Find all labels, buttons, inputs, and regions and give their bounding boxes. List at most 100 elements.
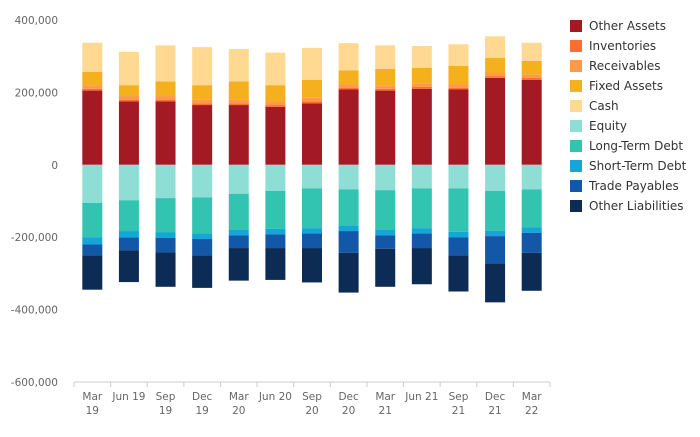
bar-segment <box>155 81 176 97</box>
bar-segment <box>338 225 359 232</box>
legend-label: Trade Payables <box>589 179 679 193</box>
bar-segment <box>82 255 103 290</box>
legend-label: Fixed Assets <box>589 79 663 93</box>
bar-segment <box>265 85 286 102</box>
bar-segment <box>192 47 213 86</box>
bar-segment <box>265 190 286 229</box>
bar-segment <box>448 84 469 88</box>
bar-segment <box>521 232 542 253</box>
bar-segment <box>302 233 322 249</box>
bar-segment <box>228 193 249 230</box>
legend-swatch <box>570 180 582 192</box>
bar-segment <box>521 74 542 78</box>
bar-segment <box>118 85 139 97</box>
bar-segment <box>411 164 432 189</box>
legend-item[interactable]: Other Assets <box>570 16 698 36</box>
legend-item[interactable]: Equity <box>570 116 698 136</box>
bar-segment <box>155 99 176 102</box>
bar-segment <box>338 70 359 85</box>
bar-segment <box>302 164 322 189</box>
bar-segment <box>411 233 432 249</box>
bar-segment <box>338 231 359 253</box>
bar-segment <box>192 85 213 100</box>
bar-segment <box>155 232 176 238</box>
bar-segment <box>82 237 103 245</box>
bar-segment <box>338 43 359 71</box>
bar-segment <box>192 164 213 198</box>
legend-swatch <box>570 120 582 132</box>
bar-segment <box>192 99 213 104</box>
bar-segment <box>485 58 506 73</box>
bar-segment <box>485 230 506 237</box>
bar-segment <box>411 188 432 229</box>
bar-segment <box>302 228 322 234</box>
bar-segment <box>228 164 249 194</box>
legend-label: Receivables <box>589 59 661 73</box>
legend-swatch <box>570 160 582 172</box>
legend-swatch <box>570 40 582 52</box>
legend-item[interactable]: Receivables <box>570 56 698 76</box>
bar-segment <box>448 65 469 85</box>
y-tick-label: -400,000 <box>11 305 58 317</box>
bar-segment <box>302 97 322 102</box>
bar-segment <box>448 89 469 165</box>
x-tick-label: Dec 21 <box>485 391 506 417</box>
bar-segment <box>485 76 506 78</box>
bar-segment <box>265 101 286 106</box>
y-tick-label: -200,000 <box>11 232 58 244</box>
bar-segment <box>485 236 506 264</box>
legend-item[interactable]: Long-Term Debt <box>570 136 698 156</box>
legend-item[interactable]: Fixed Assets <box>570 76 698 96</box>
legend-swatch <box>570 140 582 152</box>
bar-segment <box>411 46 432 68</box>
bar-segment <box>302 79 322 98</box>
bar-segment <box>265 164 286 191</box>
legend-item[interactable]: Inventories <box>570 36 698 56</box>
bar-segment <box>155 164 176 199</box>
legend-item[interactable]: Trade Payables <box>570 176 698 196</box>
bar-segment <box>265 52 286 86</box>
bar-segment <box>375 45 396 69</box>
legend-swatch <box>570 80 582 92</box>
legend-label: Inventories <box>589 39 657 53</box>
bar-segment <box>375 229 396 236</box>
bar-segment <box>82 244 103 256</box>
bar-segment <box>155 45 176 82</box>
x-tick-label: Sep 21 <box>449 391 469 417</box>
bar-segment <box>485 77 506 165</box>
x-tick-label: Jun 20 <box>258 391 292 403</box>
legend-item[interactable]: Other Liabilities <box>570 196 698 216</box>
bar-segment <box>228 99 249 104</box>
bar-segment <box>338 89 359 165</box>
bar-segment <box>521 42 542 61</box>
bar-segment <box>338 87 359 90</box>
y-tick-label: -600,000 <box>11 377 58 389</box>
x-tick-label: Mar 21 <box>375 391 395 417</box>
y-tick-label: 0 <box>51 160 58 172</box>
bar-segment <box>118 51 139 86</box>
bar-segment <box>192 233 213 240</box>
bar-segment <box>338 252 359 293</box>
bar-segment <box>265 228 286 235</box>
bar-segment <box>118 99 139 102</box>
bar-segment <box>82 71 103 86</box>
x-tick-label: Dec 20 <box>338 391 359 417</box>
bar-segment <box>265 234 286 249</box>
bar-segment <box>375 68 396 86</box>
legend-item[interactable]: Cash <box>570 96 698 116</box>
bar-segment <box>265 248 286 280</box>
bar-segment <box>82 88 103 91</box>
x-tick-label: Sep 20 <box>302 391 322 417</box>
bar-segment <box>192 103 213 106</box>
bar-segment <box>375 85 396 89</box>
bar-segment <box>411 83 432 87</box>
bar-segment <box>448 164 469 189</box>
bar-segment <box>155 101 176 165</box>
bar-segment <box>82 202 103 238</box>
x-tick-label: Sep 19 <box>156 391 176 417</box>
bar-segment <box>448 44 469 66</box>
legend-item[interactable]: Short-Term Debt <box>570 156 698 176</box>
bar-segment <box>82 164 103 203</box>
